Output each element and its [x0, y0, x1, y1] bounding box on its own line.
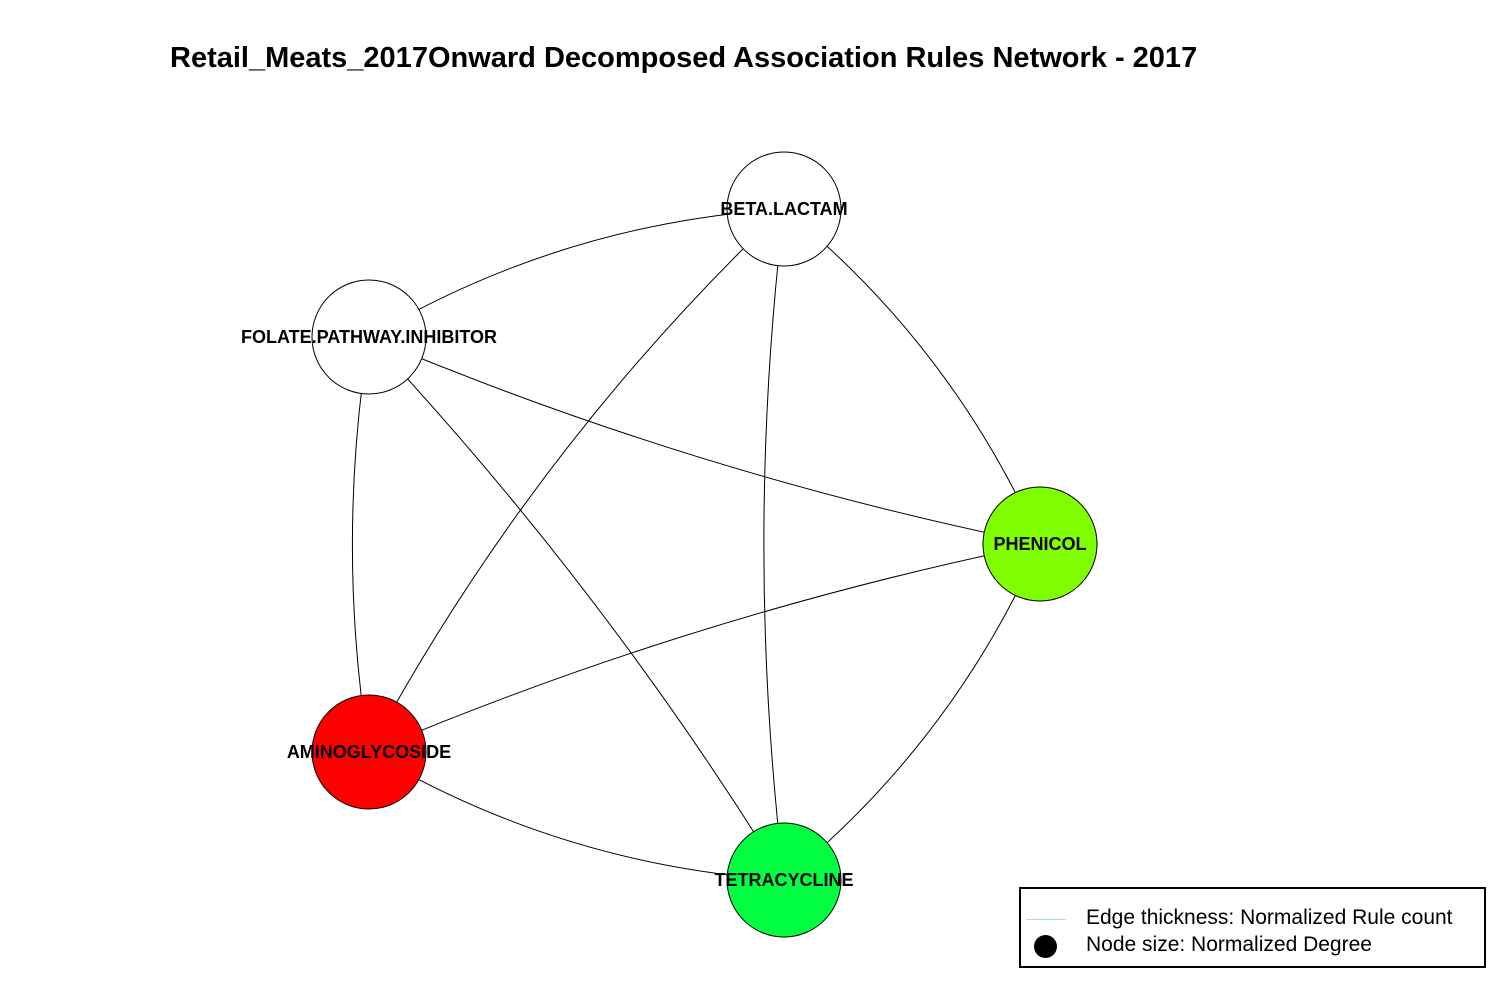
- node-label-folate: FOLATE.PATHWAY.INHIBITOR: [241, 327, 497, 347]
- nodes-group: BETA.LACTAM FOLATE.PATHWAY.INHIBITOR PHENI…: [241, 151, 1098, 938]
- legend-edge-line-icon: [1026, 919, 1066, 920]
- legend-node-row: Node size: Normalized Degree: [1021, 932, 1484, 960]
- node-label-phenicol: PHENICOL: [993, 534, 1086, 554]
- node-label-beta: BETA.LACTAM: [720, 199, 847, 219]
- edge-amino-tetra: [368, 751, 785, 881]
- node-circle-amino: [311, 694, 427, 810]
- node-circle-beta: [726, 151, 842, 267]
- legend-edge-row: Edge thickness: Normalized Rule count: [1021, 905, 1484, 933]
- edge-beta-amino: [368, 208, 785, 753]
- legend-node-dot-icon: [1034, 935, 1057, 958]
- node-label-amino: AMINOGLYCOSIDE: [287, 742, 451, 762]
- edge-folate-phenicol: [368, 336, 1041, 545]
- node-circle-tetra: [726, 822, 842, 938]
- edge-folate-amino: [351, 336, 370, 753]
- node-phenicol: PHENICOL: [982, 486, 1098, 602]
- edge-beta-tetra: [763, 208, 785, 881]
- legend: Edge thickness: Normalized Rule count No…: [1019, 887, 1486, 968]
- node-beta: BETA.LACTAM: [720, 151, 848, 267]
- edges-group: [351, 208, 1041, 881]
- node-amino: AMINOGLYCOSIDE: [287, 694, 451, 810]
- edge-folate-tetra: [368, 336, 785, 881]
- node-folate: FOLATE.PATHWAY.INHIBITOR: [241, 279, 497, 395]
- edge-beta-folate: [368, 208, 785, 338]
- node-circle-phenicol: [982, 486, 1098, 602]
- edge-beta-phenicol: [783, 208, 1041, 545]
- edge-phenicol-amino: [368, 543, 1041, 753]
- legend-node-text: Node size: Normalized Degree: [1086, 933, 1372, 956]
- node-label-tetra: TETRACYCLINE: [715, 870, 854, 890]
- legend-edge-text: Edge thickness: Normalized Rule count: [1086, 906, 1453, 929]
- node-circle-folate: [311, 279, 427, 395]
- chart-title: Retail_Meats_2017Onward Decomposed Assoc…: [170, 42, 1198, 74]
- edge-phenicol-tetra: [783, 543, 1041, 881]
- node-tetra: TETRACYCLINE: [715, 822, 854, 938]
